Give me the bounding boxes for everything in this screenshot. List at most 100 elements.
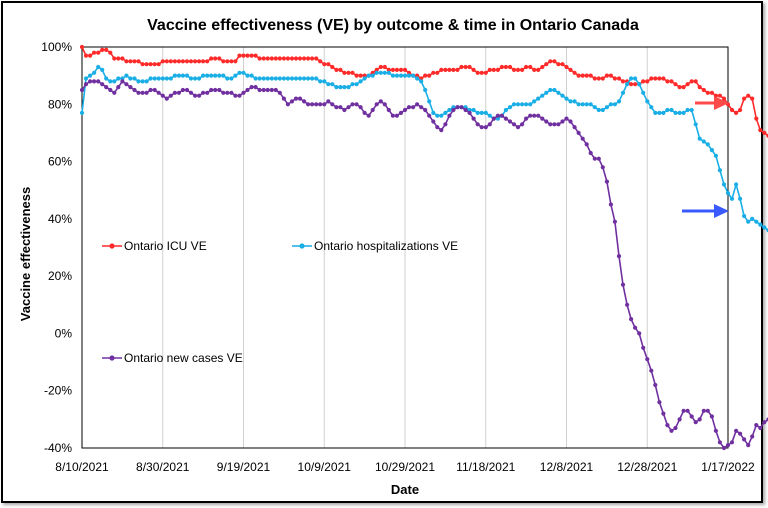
data-point [750, 96, 755, 101]
data-point [738, 107, 743, 113]
data-point [483, 110, 488, 115]
data-point [645, 357, 650, 362]
data-point [83, 76, 89, 81]
series-layer [79, 44, 768, 451]
data-point [83, 82, 89, 87]
data-point [746, 443, 751, 448]
data-point [269, 76, 274, 81]
data-point [253, 53, 258, 58]
data-point [108, 87, 113, 93]
data-point [322, 79, 327, 84]
data-point [334, 85, 339, 90]
data-point [616, 254, 622, 259]
data-point [297, 96, 303, 101]
data-point [641, 345, 646, 350]
data-point [144, 79, 149, 84]
data-point [580, 102, 585, 107]
data-point [257, 56, 262, 61]
data-point [455, 67, 460, 72]
x-tick-label: 11/18/2021 [456, 460, 515, 474]
series-line [81, 65, 768, 231]
data-point [556, 62, 561, 67]
data-point [459, 105, 464, 110]
data-point [128, 85, 133, 90]
data-point [314, 102, 319, 107]
data-point [342, 70, 347, 75]
data-point [511, 102, 517, 107]
data-point [758, 222, 763, 227]
x-axis-ticks: 8/10/2021 8/30/2021 9/19/2021 10/9/2021 10/2… [55, 460, 755, 474]
data-point [435, 70, 440, 75]
data-point [588, 73, 593, 78]
data-point [685, 107, 690, 113]
data-point [483, 125, 488, 130]
data-point [346, 70, 351, 75]
data-point [213, 87, 218, 93]
data-point [427, 73, 432, 78]
data-point [96, 64, 101, 70]
data-point [629, 76, 634, 81]
data-point [322, 102, 327, 107]
data-point [435, 113, 440, 118]
x-tick-label: 8/30/2021 [136, 460, 190, 474]
data-point [386, 67, 391, 72]
data-point [197, 59, 202, 64]
data-point [491, 67, 496, 72]
data-point [641, 90, 646, 95]
data-point [487, 113, 492, 118]
data-point [374, 67, 379, 72]
data-point [302, 56, 307, 61]
plot-area [81, 46, 729, 449]
data-point [645, 99, 650, 104]
data-point [193, 93, 198, 98]
data-point [592, 76, 597, 81]
data-point [398, 67, 404, 72]
data-point [653, 76, 658, 81]
data-point [637, 331, 642, 336]
data-point [148, 87, 153, 93]
data-point [685, 82, 690, 87]
data-point [160, 59, 165, 64]
data-point [193, 59, 198, 64]
data-point [604, 105, 610, 110]
data-point [532, 99, 537, 104]
data-point [576, 73, 581, 78]
data-point [156, 62, 161, 67]
data-point [439, 128, 444, 133]
data-point [79, 44, 85, 50]
data-point [394, 73, 399, 78]
data-point [197, 76, 202, 81]
data-point [415, 73, 420, 78]
data-point [293, 96, 299, 101]
data-point [713, 153, 719, 158]
data-point [649, 105, 654, 110]
data-point [156, 90, 161, 95]
legend-label: Ontario ICU VE [124, 239, 207, 253]
annotation-arrow [682, 204, 729, 218]
data-point [467, 110, 472, 115]
data-point [326, 82, 331, 87]
data-point [306, 102, 311, 107]
data-point [152, 76, 157, 81]
data-point [588, 102, 593, 107]
data-point [479, 110, 484, 115]
data-point [471, 116, 476, 121]
data-point [378, 64, 383, 70]
data-point [201, 59, 206, 64]
data-point [241, 53, 246, 58]
data-point [423, 107, 428, 113]
data-point [132, 59, 137, 64]
data-point [669, 428, 674, 433]
data-point [540, 116, 545, 121]
data-point [491, 116, 496, 121]
data-point [447, 67, 452, 72]
data-point [88, 53, 93, 58]
data-point [576, 130, 581, 135]
data-point [330, 102, 335, 107]
data-point [657, 76, 662, 81]
data-point [758, 425, 763, 431]
data-point [318, 59, 323, 64]
data-point [338, 67, 343, 72]
data-point [237, 93, 242, 98]
data-point [193, 76, 198, 81]
